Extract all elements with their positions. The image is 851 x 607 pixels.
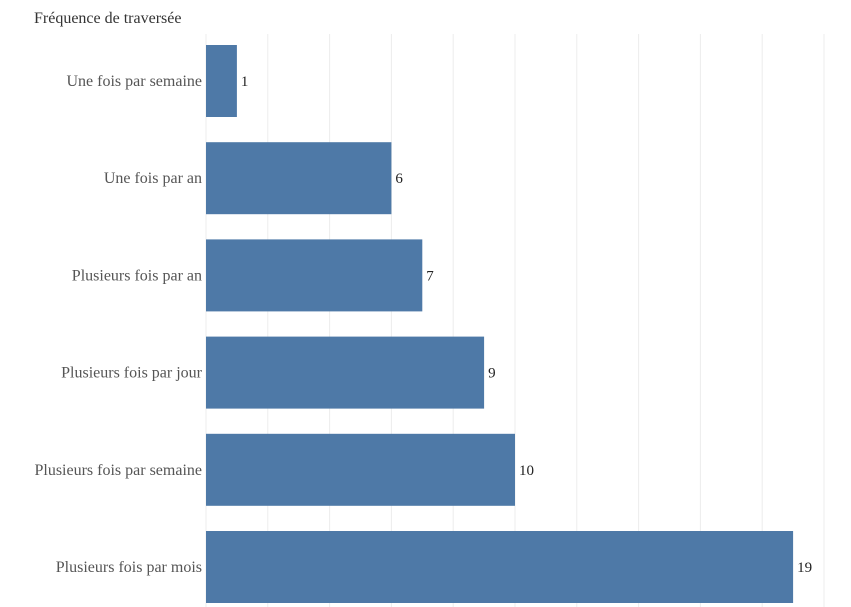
bar[interactable]: [206, 45, 237, 117]
bar[interactable]: [206, 239, 423, 312]
data-label: 10: [519, 463, 534, 479]
category-label: Plusieurs fois par semaine: [34, 462, 202, 479]
data-label: 7: [426, 268, 434, 284]
data-label: 6: [395, 171, 403, 187]
category-label: Une fois par an: [104, 170, 202, 187]
data-label: 9: [488, 366, 496, 382]
y-axis-title: Fréquence de traversée: [34, 10, 182, 27]
data-label: 1: [241, 74, 249, 90]
category-label: Une fois par semaine: [66, 73, 202, 90]
category-label: Plusieurs fois par jour: [61, 365, 203, 382]
bar[interactable]: [206, 433, 515, 506]
bar[interactable]: [206, 531, 794, 603]
bar[interactable]: [206, 142, 392, 215]
category-label: Plusieurs fois par mois: [56, 559, 202, 576]
bar[interactable]: [206, 336, 485, 409]
category-label: Plusieurs fois par an: [72, 267, 202, 284]
data-label: 19: [797, 560, 812, 576]
